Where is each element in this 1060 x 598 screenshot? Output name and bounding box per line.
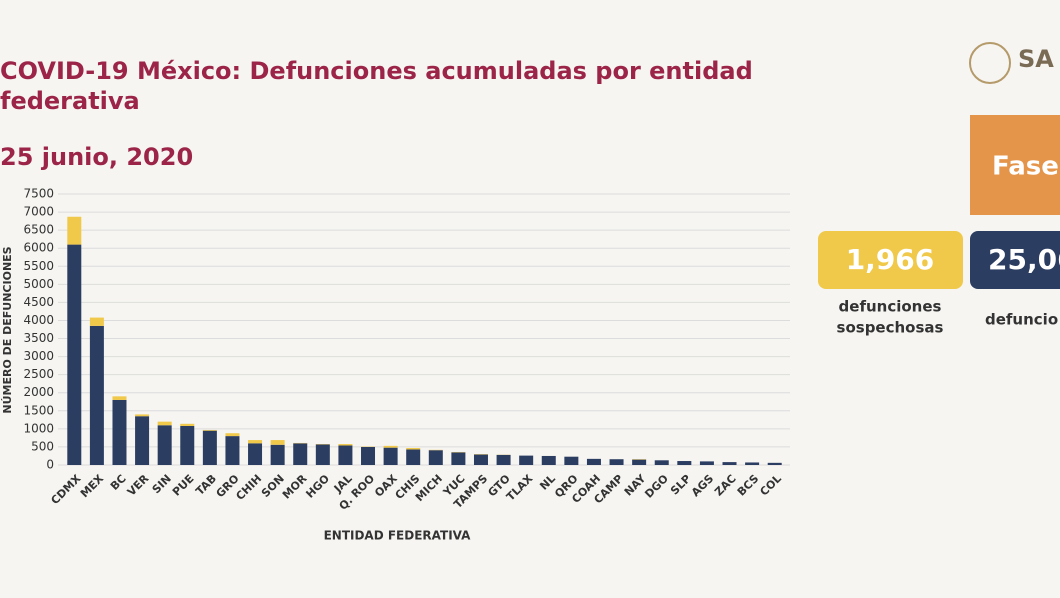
x-tick-label: SIN bbox=[150, 472, 174, 496]
x-tick-label: CHIH bbox=[233, 472, 264, 503]
x-tick-label: AGS bbox=[689, 472, 716, 499]
bar-segment bbox=[699, 461, 714, 465]
bar-segment bbox=[225, 433, 240, 437]
bar-segment bbox=[315, 444, 330, 465]
y-tick-label: 5000 bbox=[23, 277, 54, 291]
bar-segment bbox=[767, 462, 782, 465]
x-tick-label: MOR bbox=[280, 472, 310, 502]
chart-subtitle: 25 junio, 2020 bbox=[0, 143, 193, 171]
bar-segment bbox=[180, 423, 195, 426]
bar-segment bbox=[564, 456, 579, 465]
y-tick-label: 6000 bbox=[23, 241, 54, 255]
suspected-count: 1,966 bbox=[846, 243, 935, 276]
bar-segment bbox=[609, 459, 624, 465]
logo-text: SA bbox=[1018, 45, 1054, 73]
y-tick-label: 4000 bbox=[23, 313, 54, 327]
phase-text: Fase bbox=[992, 152, 1059, 182]
y-tick-label: 6500 bbox=[23, 223, 54, 237]
bar-segment bbox=[157, 425, 172, 465]
y-tick-label: 2500 bbox=[23, 367, 54, 381]
confirmed-label: defuncio bbox=[985, 311, 1058, 329]
bar-segment bbox=[383, 445, 398, 448]
bar-segment bbox=[406, 448, 421, 450]
bar-segment bbox=[89, 325, 104, 465]
bar-segment bbox=[180, 425, 195, 465]
y-tick-label: 500 bbox=[31, 439, 54, 453]
bar-segment bbox=[745, 462, 760, 465]
bar-segment bbox=[202, 430, 217, 465]
x-tick-label: SLP bbox=[668, 472, 693, 497]
x-tick-label: TLAX bbox=[504, 472, 536, 504]
bar-segment bbox=[586, 458, 601, 465]
suspected-box bbox=[818, 231, 963, 289]
bar-segment bbox=[112, 396, 127, 400]
x-tick-label: ZAC bbox=[712, 472, 739, 499]
bar-segment bbox=[202, 429, 217, 431]
x-tick-label: COL bbox=[757, 472, 783, 498]
bar-segment bbox=[89, 317, 104, 326]
y-tick-label: 3000 bbox=[23, 349, 54, 363]
bar-segment bbox=[406, 449, 421, 465]
bar-segment bbox=[473, 454, 488, 465]
y-tick-label: 7000 bbox=[23, 205, 54, 219]
bar-segment bbox=[157, 421, 172, 426]
bar-segment bbox=[451, 452, 466, 465]
x-tick-label: VER bbox=[125, 472, 152, 499]
x-tick-label: HGO bbox=[303, 472, 332, 501]
bar-segment bbox=[135, 416, 150, 465]
y-tick-label: 1000 bbox=[23, 421, 54, 435]
bar-segment bbox=[248, 443, 263, 465]
bar-segment bbox=[496, 454, 511, 465]
bar-segment bbox=[654, 460, 669, 465]
x-axis-label: ENTIDAD FEDERATIVA bbox=[324, 529, 472, 543]
bar-segment bbox=[248, 440, 263, 444]
y-axis-label: NÚMERO DE DEFUNCIONES bbox=[1, 246, 14, 413]
bar-segment bbox=[428, 450, 443, 465]
bar-segment bbox=[383, 447, 398, 465]
suspected-label: sospechosas bbox=[837, 319, 944, 337]
bar-segment bbox=[338, 444, 353, 446]
seal bbox=[969, 42, 1011, 84]
y-tick-label: 3500 bbox=[23, 331, 54, 345]
bar-segment bbox=[541, 455, 556, 465]
chart-title: federativa bbox=[0, 87, 140, 115]
y-tick-label: 2000 bbox=[23, 385, 54, 399]
bar-segment bbox=[338, 445, 353, 465]
phase-box bbox=[970, 115, 1060, 215]
bar-segment bbox=[225, 436, 240, 465]
bar-segment bbox=[270, 440, 285, 445]
y-tick-label: 5500 bbox=[23, 259, 54, 273]
bar-segment bbox=[67, 216, 82, 245]
bar-segment bbox=[519, 455, 534, 465]
bar-segment bbox=[270, 444, 285, 465]
chart-title: COVID-19 México: Defunciones acumuladas … bbox=[0, 57, 753, 85]
bar-segment bbox=[112, 399, 127, 465]
y-tick-label: 4500 bbox=[23, 295, 54, 309]
bar-segment bbox=[722, 462, 737, 465]
x-tick-label: DGO bbox=[642, 472, 671, 501]
y-tick-label: 1500 bbox=[23, 403, 54, 417]
suspected-label: defunciones bbox=[839, 298, 942, 316]
x-tick-label: PUE bbox=[170, 472, 197, 499]
bar-segment bbox=[293, 443, 308, 465]
bar-segment bbox=[677, 461, 692, 465]
y-tick-label: 0 bbox=[46, 458, 54, 472]
confirmed-count: 25,06 bbox=[988, 243, 1060, 276]
bar-segment bbox=[135, 414, 150, 417]
x-tick-label: BCS bbox=[735, 472, 762, 499]
x-tick-label: MEX bbox=[78, 472, 107, 501]
bar-segment bbox=[361, 446, 376, 465]
bar-segment bbox=[67, 244, 82, 465]
y-tick-label: 7500 bbox=[23, 187, 54, 201]
bar-segment bbox=[632, 459, 647, 465]
confirmed-box bbox=[970, 231, 1060, 289]
